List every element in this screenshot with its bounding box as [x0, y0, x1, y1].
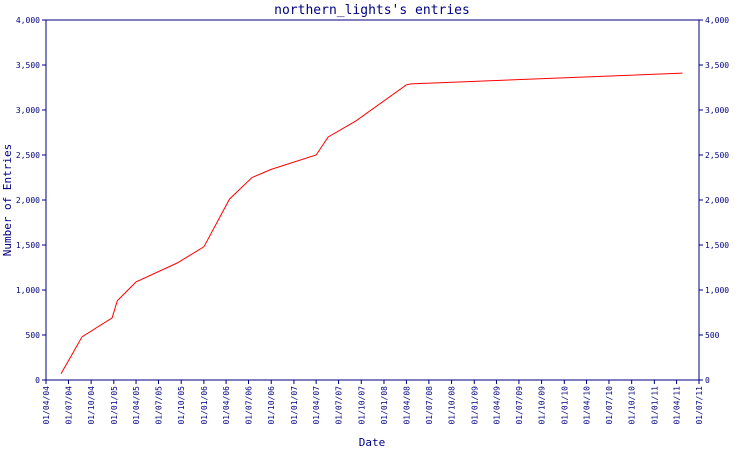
x-tick-label: 01/04/07: [312, 386, 321, 425]
y-tick-label-left: 2,500: [16, 151, 40, 160]
x-tick-label: 01/04/08: [402, 386, 411, 425]
x-tick-label: 01/04/09: [492, 386, 501, 425]
x-tick-label: 01/10/09: [538, 386, 547, 425]
x-tick-label: 01/04/04: [42, 386, 51, 425]
x-tick-label: 01/07/05: [154, 386, 163, 425]
x-tick-label: 01/07/10: [605, 386, 614, 425]
y-tick-label-right: 500: [705, 331, 720, 340]
x-tick-label: 01/04/11: [673, 386, 682, 425]
x-tick-label: 01/01/10: [560, 386, 569, 425]
x-tick-label: 01/01/11: [650, 386, 659, 425]
x-tick-label: 01/04/10: [583, 386, 592, 425]
x-tick-label: 01/07/04: [64, 386, 73, 425]
y-tick-label-left: 1,000: [16, 286, 40, 295]
x-tick-label: 01/10/04: [87, 386, 96, 425]
y-tick-label-left: 2,000: [16, 196, 40, 205]
y-axis-ticks: 0 0 500 500 1,000 1,000 1,500 1,500 2,000 2,000 2,…: [16, 16, 729, 385]
y-tick-label-right: 3,500: [705, 61, 729, 70]
y-tick-label-left: 500: [26, 331, 41, 340]
x-tick-label: 01/04/05: [132, 386, 141, 425]
y-tick-label-right: 2,500: [705, 151, 729, 160]
y-tick-label-left: 0: [35, 376, 40, 385]
y-tick-label-left: 3,000: [16, 106, 40, 115]
x-tick-label: 01/10/07: [357, 386, 366, 425]
x-tick-label: 01/10/08: [448, 386, 457, 425]
plot-area: [45, 19, 700, 381]
x-tick-label: 01/07/07: [335, 386, 344, 425]
chart-title: northern_lights's entries: [274, 3, 470, 18]
y-tick-label-right: 1,000: [705, 286, 729, 295]
x-tick-label: 01/10/10: [628, 386, 637, 425]
x-tick-label: 01/01/07: [290, 386, 299, 425]
y-tick-label-left: 1,500: [16, 241, 40, 250]
x-tick-label: 01/01/08: [380, 386, 389, 425]
x-tick-label: 01/07/09: [515, 386, 524, 425]
x-tick-label: 01/10/06: [267, 386, 276, 425]
series-line: [60, 72, 683, 374]
x-tick-label: 01/01/09: [470, 386, 479, 425]
x-tick-label: 01/07/11: [695, 386, 704, 425]
y-tick-label-left: 4,000: [16, 16, 40, 25]
x-tick-label: 01/01/06: [200, 386, 209, 425]
x-tick-label: 01/10/05: [177, 386, 186, 425]
y-tick-label-left: 3,500: [16, 61, 40, 70]
x-axis-label: Date: [359, 436, 386, 449]
y-tick-label-right: 0: [705, 376, 710, 385]
x-tick-label: 01/07/06: [245, 386, 254, 425]
y-tick-label-right: 4,000: [705, 16, 729, 25]
y-axis-label: Number of Entries: [1, 144, 14, 257]
y-tick-label-right: 1,500: [705, 241, 729, 250]
x-axis-ticks: 01/04/04 01/07/04 01/10/04 01/01/05 01/04/05…: [42, 380, 704, 425]
y-tick-label-right: 2,000: [705, 196, 729, 205]
y-tick-label-right: 3,000: [705, 106, 729, 115]
series-layer: [60, 72, 683, 374]
x-tick-label: 01/07/08: [425, 386, 434, 425]
x-tick-label: 01/01/05: [110, 386, 119, 425]
x-tick-label: 01/04/06: [222, 386, 231, 425]
